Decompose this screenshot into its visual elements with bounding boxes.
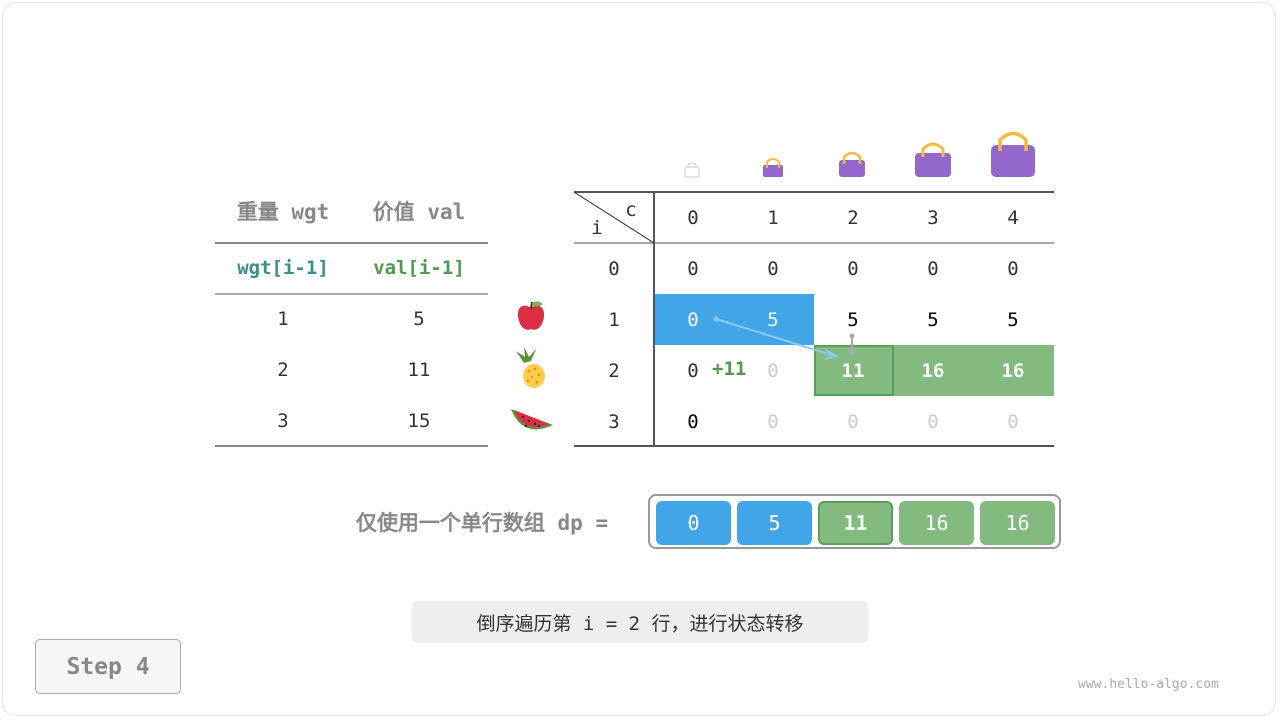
caption: 倒序遍历第 i = 2 行，进行状态转移: [412, 601, 868, 643]
apple-icon: [517, 301, 545, 330]
item-weight: 2: [277, 359, 289, 381]
col-header: 4: [1007, 206, 1019, 229]
header-weight: 重量 wgt: [236, 200, 330, 224]
subheader-value: val[i-1]: [373, 257, 465, 279]
divider: [574, 242, 1054, 244]
watermelon-icon: [511, 409, 553, 430]
dp-cell: 11: [841, 359, 865, 382]
bag-empty-icon: [684, 162, 700, 178]
divider: [215, 293, 488, 295]
row-header: 2: [608, 359, 620, 382]
dp-array-label: 仅使用一个单行数组 dp =: [355, 511, 609, 535]
item-weight: 3: [277, 410, 289, 432]
item-value: 15: [407, 410, 431, 432]
bag-icon: [991, 131, 1035, 177]
dp-cell: 0: [687, 359, 699, 382]
divider: [215, 445, 488, 447]
dp-cell: 0: [767, 359, 779, 382]
dp-cell: 5: [847, 308, 859, 331]
dp-cell: 5: [1007, 308, 1019, 331]
item-weight: 1: [277, 308, 289, 330]
dp-cell: 16: [921, 359, 945, 382]
dp-array: [648, 494, 1061, 549]
dp-cell: 0: [687, 410, 699, 433]
add-value-annotation: +11: [712, 358, 747, 380]
col-header: 2: [847, 206, 859, 229]
dp-cell: 5: [927, 308, 939, 331]
corner-c-label: c: [625, 199, 637, 221]
dp-array-cell: 5: [737, 501, 812, 545]
dp-cell: 0: [687, 257, 699, 280]
dp-cell: 0: [767, 257, 779, 280]
subheader-weight: wgt[i-1]: [237, 257, 329, 279]
watermark: www.hello-algo.com: [1078, 677, 1219, 692]
bag-icon: [915, 142, 951, 177]
dp-cell: 0: [767, 410, 779, 433]
corner-diagonal: [574, 192, 654, 243]
col-header: 3: [927, 206, 939, 229]
bag-icon: [839, 151, 865, 177]
dp-cell: 5: [767, 308, 779, 331]
item-value: 11: [407, 359, 431, 381]
row-header: 1: [608, 308, 620, 331]
bag-icon: [763, 158, 783, 177]
row-header: 3: [608, 410, 620, 433]
step-button[interactable]: Step 4: [35, 639, 181, 694]
item-value: 5: [413, 308, 425, 330]
header-value: 价值 val: [372, 200, 466, 224]
arrow-diagonal: [715, 318, 836, 357]
dp-array-cell: 16: [899, 501, 974, 545]
col-header: 0: [687, 206, 699, 229]
dp-array-cell: 11: [818, 501, 893, 545]
row-header: 0: [608, 257, 620, 280]
dp-cell: 0: [687, 308, 699, 331]
corner-i-label: i: [591, 217, 603, 239]
dp-cell: 0: [927, 410, 939, 433]
dp-array-cell: 0: [656, 501, 731, 545]
dp-cell: 0: [927, 257, 939, 280]
dp-cell: 0: [1007, 257, 1019, 280]
divider: [215, 242, 488, 244]
dp-cell: 16: [1001, 359, 1025, 382]
source-row-highlight: [654, 294, 814, 345]
dp-cell: 0: [847, 410, 859, 433]
current-cell-highlight: [814, 345, 894, 396]
divider: [574, 191, 1054, 193]
dp-cell: 0: [847, 257, 859, 280]
dp-cell: 0: [1007, 410, 1019, 433]
pineapple-icon: [516, 347, 545, 388]
col-header: 1: [767, 206, 779, 229]
divider: [653, 192, 655, 446]
divider: [574, 445, 1054, 447]
dp-array-cell: 16: [980, 501, 1055, 545]
